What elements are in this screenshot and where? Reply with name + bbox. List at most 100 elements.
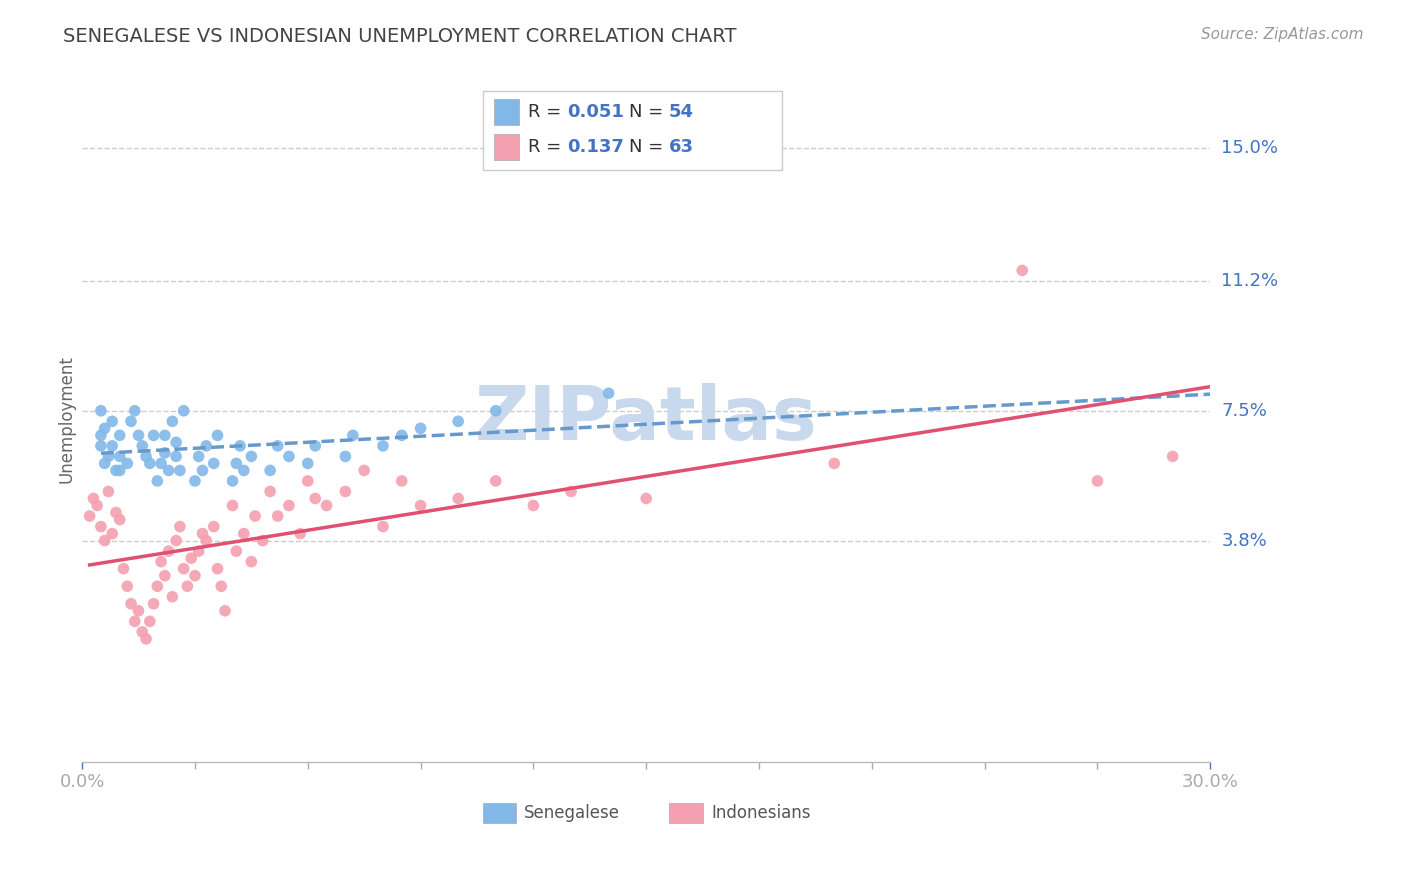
Point (128, 428, 150, 442)
Point (93, 457, 115, 471)
Point (371, 519, 394, 533)
Point (1011, 263, 1033, 277)
Point (522, 499, 544, 513)
Point (150, 457, 173, 471)
Point (157, 463, 180, 477)
Point (142, 597, 165, 611)
Y-axis label: Unemployment: Unemployment (58, 356, 75, 483)
Point (180, 551, 202, 566)
Point (353, 463, 375, 477)
FancyBboxPatch shape (494, 134, 519, 160)
Point (391, 474, 413, 488)
Text: 3.8%: 3.8% (1222, 532, 1267, 549)
Point (120, 414, 142, 428)
Text: 0.137: 0.137 (567, 137, 624, 155)
Point (146, 474, 169, 488)
Point (1087, 474, 1109, 488)
Point (97, 450, 120, 464)
Point (447, 414, 470, 428)
Point (128, 604, 150, 618)
Point (371, 439, 394, 453)
Text: R =: R = (527, 103, 567, 121)
Point (173, 562, 195, 576)
Point (259, 463, 281, 477)
Text: N =: N = (630, 137, 669, 155)
Point (173, 404, 195, 418)
Point (104, 463, 127, 477)
Point (207, 428, 229, 442)
Point (560, 484, 582, 499)
Point (207, 562, 229, 576)
Point (131, 624, 153, 639)
Point (485, 474, 508, 488)
Point (124, 615, 146, 629)
Text: Senegalese: Senegalese (524, 804, 620, 822)
Point (225, 457, 247, 471)
Point (120, 597, 142, 611)
Point (304, 439, 326, 453)
Bar (482, 803, 516, 823)
Point (187, 544, 209, 558)
Point (169, 463, 191, 477)
Point (153, 568, 176, 582)
Point (823, 457, 845, 471)
Point (259, 484, 281, 499)
Point (187, 450, 209, 464)
Point (335, 450, 357, 464)
Point (101, 414, 124, 428)
Bar (669, 803, 703, 823)
Point (209, 579, 232, 593)
Point (135, 450, 157, 464)
Text: 54: 54 (669, 103, 693, 121)
Point (153, 428, 176, 442)
Point (86, 499, 108, 513)
Text: R =: R = (527, 137, 567, 155)
Point (391, 428, 413, 442)
Point (139, 457, 162, 471)
Point (243, 509, 266, 524)
Point (157, 544, 180, 558)
Point (117, 457, 139, 471)
Point (90, 404, 112, 418)
Point (221, 474, 243, 488)
Point (90, 428, 112, 442)
Point (225, 544, 247, 558)
Point (342, 428, 364, 442)
Point (214, 604, 236, 618)
Point (409, 421, 432, 435)
Point (278, 450, 301, 464)
Point (165, 435, 187, 450)
Point (335, 484, 357, 499)
Point (290, 526, 312, 541)
Point (1161, 450, 1184, 464)
Point (195, 439, 218, 453)
Text: 15.0%: 15.0% (1222, 138, 1278, 157)
Text: Indonesians: Indonesians (711, 804, 811, 822)
Point (229, 439, 252, 453)
Point (124, 404, 146, 418)
Point (304, 491, 326, 506)
Point (104, 506, 127, 520)
Point (82, 491, 104, 506)
Text: 11.2%: 11.2% (1222, 272, 1278, 290)
Point (162, 414, 184, 428)
Point (142, 428, 165, 442)
Point (232, 526, 254, 541)
Text: SENEGALESE VS INDONESIAN UNEMPLOYMENT CORRELATION CHART: SENEGALESE VS INDONESIAN UNEMPLOYMENT CO… (63, 27, 737, 45)
FancyBboxPatch shape (482, 91, 782, 169)
Point (240, 450, 263, 464)
Point (485, 404, 508, 418)
Text: N =: N = (630, 103, 669, 121)
Text: ZIPatlas: ZIPatlas (475, 383, 817, 456)
Point (315, 499, 337, 513)
Text: 7.5%: 7.5% (1222, 401, 1267, 420)
Point (101, 439, 124, 453)
Text: 0.051: 0.051 (567, 103, 624, 121)
Point (266, 509, 288, 524)
Point (184, 474, 207, 488)
Point (202, 519, 225, 533)
Point (202, 457, 225, 471)
Point (221, 499, 243, 513)
Point (90, 439, 112, 453)
Point (184, 568, 207, 582)
